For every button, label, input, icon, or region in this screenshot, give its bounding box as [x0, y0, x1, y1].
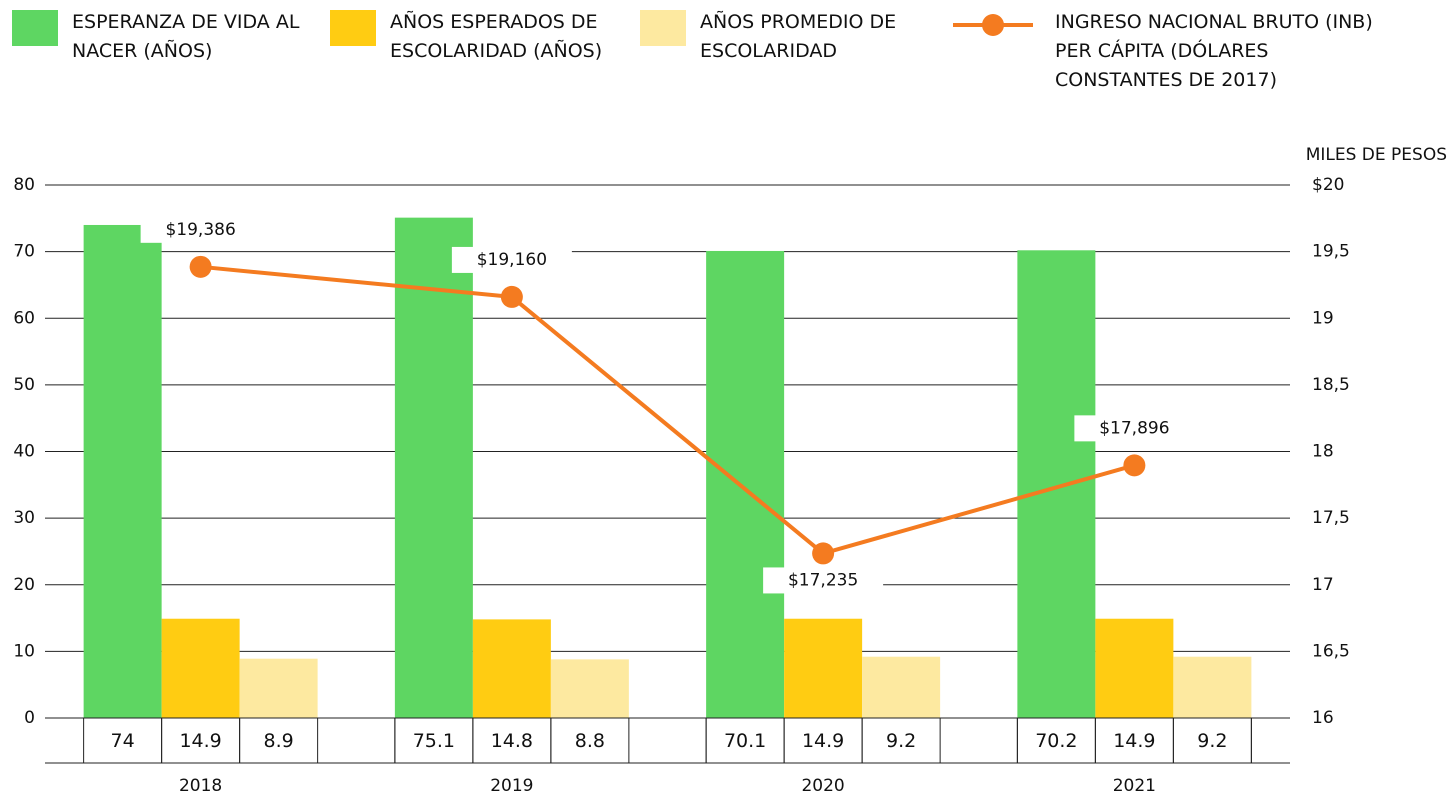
- label-background: [140, 216, 261, 243]
- table-value: 74: [111, 730, 135, 752]
- legend-label: AÑOS ESPERADOS DE ESCOLARIDAD (AÑOS): [390, 11, 603, 62]
- x-tick-label: 2021: [1113, 776, 1156, 796]
- bar: [161, 618, 240, 718]
- table-value: 14.9: [802, 730, 844, 752]
- line-marker: [1123, 454, 1146, 477]
- bar: [394, 217, 473, 719]
- table-value: 9.2: [886, 730, 916, 752]
- y2-tick-label: 18,5: [1312, 375, 1350, 395]
- y2-tick-label: 18: [1312, 442, 1334, 462]
- data-label: $17,896: [1099, 418, 1169, 438]
- line-marker: [189, 255, 212, 278]
- bar: [862, 656, 941, 718]
- bar: [1095, 618, 1174, 718]
- legend-swatch: [12, 10, 58, 46]
- bar: [550, 659, 629, 718]
- bar: [706, 250, 785, 719]
- y2-tick-label: 17: [1312, 575, 1334, 595]
- legend-label: AÑOS PROMEDIO DE ESCOLARIDAD: [700, 11, 897, 62]
- bar: [472, 619, 551, 718]
- x-tick-label: 2020: [801, 776, 844, 796]
- y2-tick-label: $20: [1312, 175, 1344, 195]
- x-tick-label: 2019: [490, 776, 533, 796]
- bar: [239, 658, 318, 718]
- y2-axis-label: MILES DE PESOS: [1306, 145, 1447, 165]
- y-tick-label: 50: [13, 375, 35, 395]
- y2-tick-label: 19,5: [1312, 242, 1350, 262]
- x-tick-label: 2018: [179, 776, 222, 796]
- legend-label: ESPERANZA DE VIDA AL NACER (AÑOS): [72, 11, 300, 62]
- legend-swatch: [330, 10, 376, 46]
- y-tick-label: 20: [13, 575, 35, 595]
- y-tick-label: 30: [13, 508, 35, 528]
- y2-tick-label: 16: [1312, 708, 1334, 728]
- line: [200, 264, 1135, 556]
- y-tick-label: 60: [13, 308, 35, 328]
- y2-tick-label: 19: [1312, 308, 1334, 328]
- data-label: $19,386: [165, 220, 235, 240]
- legend-swatch: [640, 10, 686, 46]
- table-value: 8.9: [264, 730, 294, 752]
- y-tick-label: 80: [13, 175, 35, 195]
- line-marker: [500, 285, 523, 308]
- y-tick-label: 0: [24, 708, 35, 728]
- y-tick-label: 70: [13, 242, 35, 262]
- label-background: [451, 246, 572, 273]
- y-tick-label: 40: [13, 442, 35, 462]
- table-value: 75.1: [413, 730, 455, 752]
- bar: [1017, 250, 1096, 719]
- data-label: $19,160: [477, 250, 547, 270]
- data-label: $17,235: [788, 570, 858, 590]
- label-background: [763, 567, 884, 594]
- table-value: 8.8: [575, 730, 605, 752]
- line-marker: [812, 542, 835, 565]
- table-value: 14.9: [1113, 730, 1155, 752]
- table-value: 14.9: [179, 730, 221, 752]
- bar: [1173, 656, 1252, 718]
- y2-tick-label: 17,5: [1312, 508, 1350, 528]
- bar: [83, 224, 162, 718]
- bar: [784, 618, 863, 718]
- legend-label: INGRESO NACIONAL BRUTO (INB) PER CÁPITA …: [1055, 11, 1373, 91]
- table-value: 14.8: [491, 730, 533, 752]
- table-value: 9.2: [1197, 730, 1227, 752]
- table-value: 70.2: [1035, 730, 1077, 752]
- table-value: 70.1: [724, 730, 766, 752]
- y-tick-label: 10: [13, 641, 35, 661]
- label-background: [1074, 415, 1195, 442]
- y2-tick-label: 16,5: [1312, 641, 1350, 661]
- legend-swatch: [953, 14, 1033, 36]
